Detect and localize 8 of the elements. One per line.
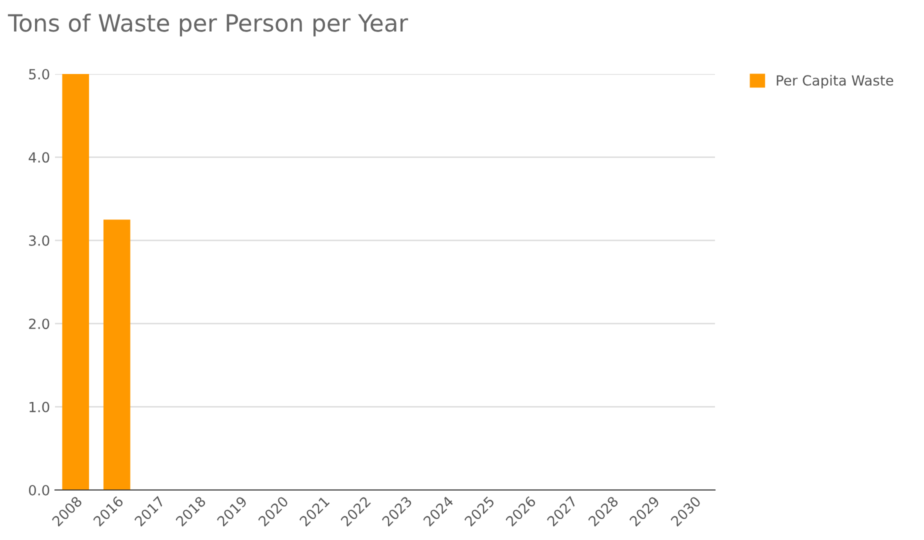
chart-title: Tons of Waste per Person per Year bbox=[8, 14, 408, 36]
y-tick-label: 4.0 bbox=[28, 152, 50, 163]
y-tick-label: 2.0 bbox=[29, 318, 50, 330]
y-tick-label: 1.0 bbox=[30, 402, 50, 412]
legend-label: Per Capita Waste bbox=[776, 74, 894, 88]
y-tick-label: 3.0 bbox=[29, 235, 50, 246]
y-tick-label: 5.0 bbox=[29, 68, 50, 80]
y-tick-label: 0.0 bbox=[28, 484, 50, 496]
